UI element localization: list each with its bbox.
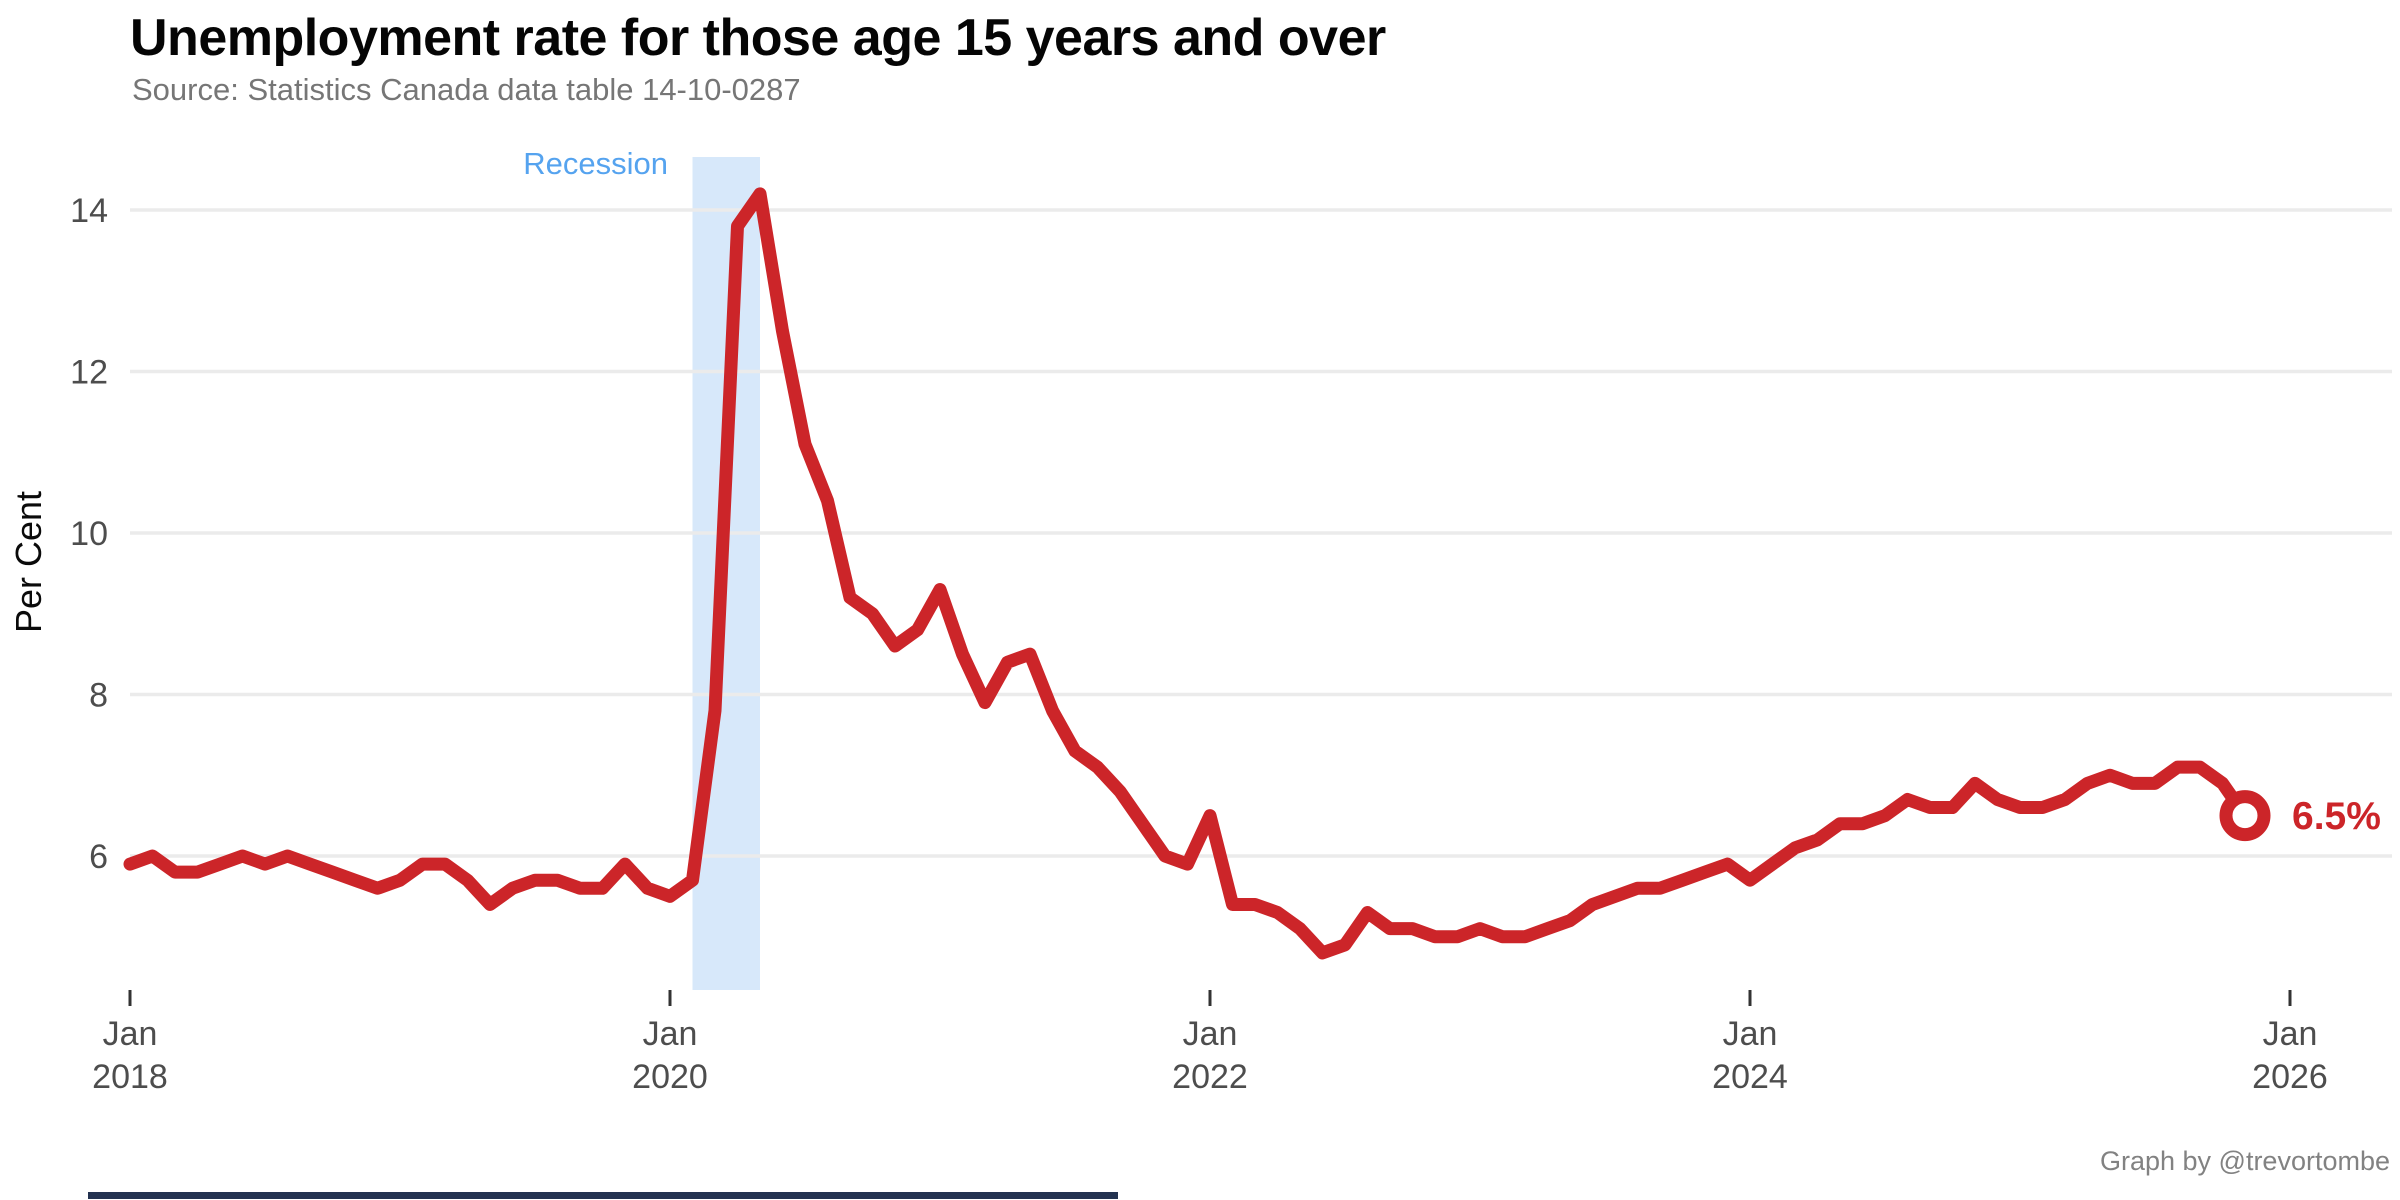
chart-subtitle: Source: Statistics Canada data table 14-… bbox=[132, 72, 801, 107]
x-tick-label: Jan bbox=[1723, 1015, 1778, 1053]
y-tick-label: 8 bbox=[89, 677, 108, 715]
credit-text: Graph by @trevortombe bbox=[2099, 1146, 2390, 1176]
x-tick-label: Jan bbox=[1183, 1015, 1238, 1053]
x-tick-year-label: 2020 bbox=[632, 1058, 708, 1096]
y-tick-label: 14 bbox=[70, 192, 108, 230]
y-tick-label: 10 bbox=[70, 515, 108, 553]
y-tick-label: 6 bbox=[89, 838, 108, 876]
endpoint-value-label: 6.5% bbox=[2292, 795, 2381, 838]
bottom-progress-bar bbox=[88, 1192, 1118, 1199]
x-tick-year-label: 2024 bbox=[1712, 1058, 1788, 1096]
endpoint-marker bbox=[2219, 790, 2271, 842]
x-tick-year-label: 2022 bbox=[1172, 1058, 1248, 1096]
series-line bbox=[123, 187, 2252, 960]
y-tick-label: 12 bbox=[70, 354, 108, 392]
x-tick-label: Jan bbox=[643, 1015, 698, 1053]
x-tick-year-label: 2026 bbox=[2252, 1058, 2328, 1096]
chart-title: Unemployment rate for those age 15 years… bbox=[130, 9, 1386, 67]
x-tick-label: Jan bbox=[2263, 1015, 2318, 1053]
x-tick-year-label: 2018 bbox=[92, 1058, 168, 1096]
y-axis-title: Per Cent bbox=[8, 490, 49, 634]
recession-label: Recession bbox=[523, 146, 668, 181]
x-tick-label: Jan bbox=[103, 1015, 158, 1053]
